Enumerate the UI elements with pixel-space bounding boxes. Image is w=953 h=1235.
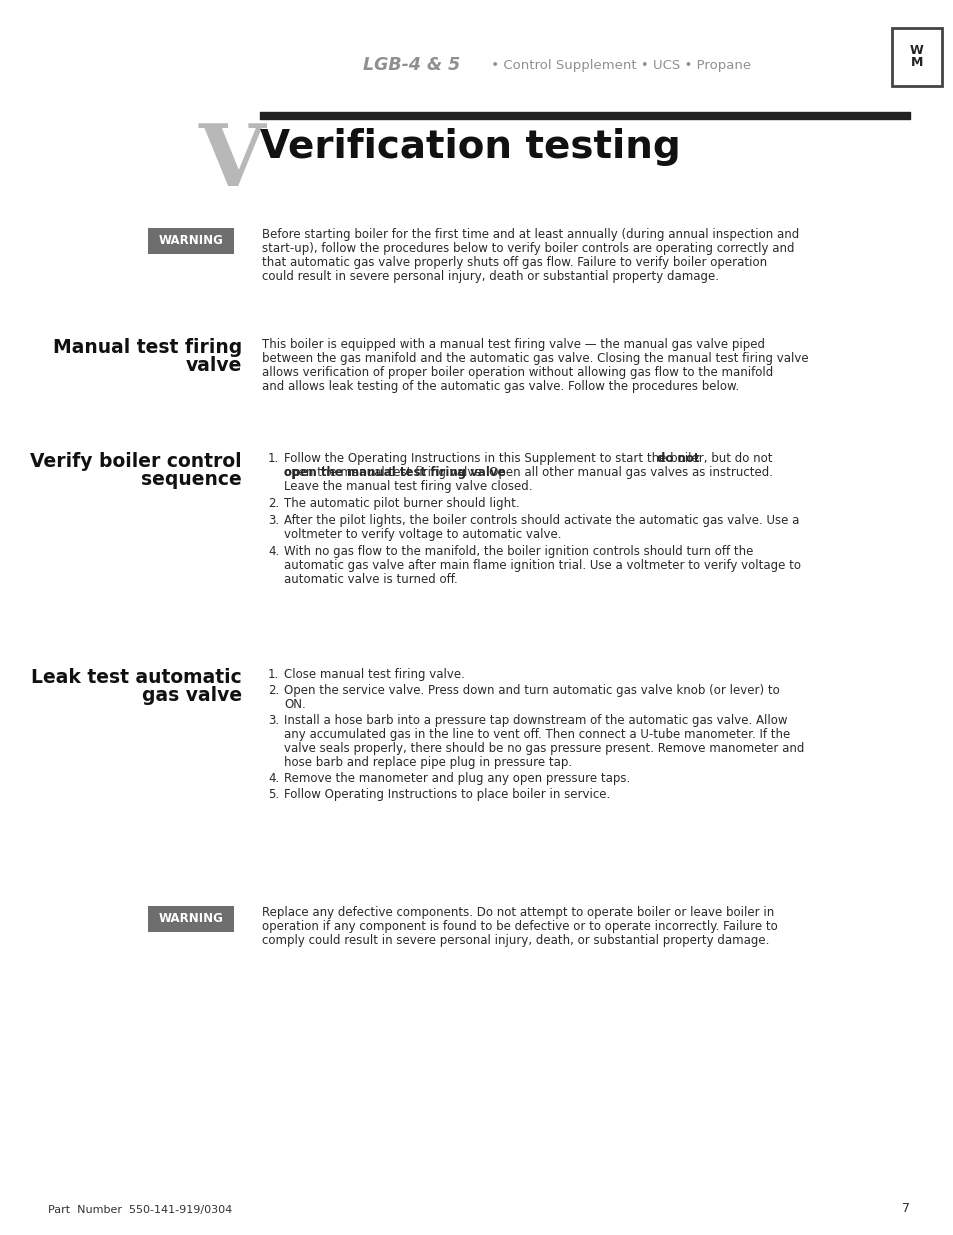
Text: 3.: 3. xyxy=(268,714,279,727)
Text: automatic valve is turned off.: automatic valve is turned off. xyxy=(284,573,457,585)
Text: After the pilot lights, the boiler controls should activate the automatic gas va: After the pilot lights, the boiler contr… xyxy=(284,514,799,527)
Text: WARNING: WARNING xyxy=(158,235,223,247)
Text: LGB-4 & 5: LGB-4 & 5 xyxy=(363,56,459,74)
Text: 2.: 2. xyxy=(268,684,279,697)
Text: open the manual test firing valve. Open all other manual gas valves as instructe: open the manual test firing valve. Open … xyxy=(284,466,772,479)
Text: 4.: 4. xyxy=(268,772,279,785)
Text: 7: 7 xyxy=(901,1202,909,1215)
Text: Verify boiler control: Verify boiler control xyxy=(30,452,242,471)
Text: automatic gas valve after main flame ignition trial. Use a voltmeter to verify v: automatic gas valve after main flame ign… xyxy=(284,559,801,572)
Text: • Control Supplement • UCS • Propane: • Control Supplement • UCS • Propane xyxy=(486,58,750,72)
Text: operation if any component is found to be defective or to operate incorrectly. F: operation if any component is found to b… xyxy=(262,920,777,932)
Text: WARNING: WARNING xyxy=(158,913,223,925)
Text: Open the service valve. Press down and turn automatic gas valve knob (or lever) : Open the service valve. Press down and t… xyxy=(284,684,779,697)
Text: could result in severe personal injury, death or substantial property damage.: could result in severe personal injury, … xyxy=(262,270,719,283)
Text: With no gas flow to the manifold, the boiler ignition controls should turn off t: With no gas flow to the manifold, the bo… xyxy=(284,545,753,558)
Text: Part  Number  550-141-919/0304: Part Number 550-141-919/0304 xyxy=(48,1205,232,1215)
Text: 4.: 4. xyxy=(268,545,279,558)
Text: comply could result in severe personal injury, death, or substantial property da: comply could result in severe personal i… xyxy=(262,934,768,947)
Text: hose barb and replace pipe plug in pressure tap.: hose barb and replace pipe plug in press… xyxy=(284,756,572,769)
Text: Leave the manual test firing valve closed.: Leave the manual test firing valve close… xyxy=(284,480,532,493)
Text: voltmeter to verify voltage to automatic valve.: voltmeter to verify voltage to automatic… xyxy=(284,529,561,541)
Text: Follow the Operating Instructions in this Supplement to start the boiler, but do: Follow the Operating Instructions in thi… xyxy=(284,452,772,466)
Text: do not: do not xyxy=(657,452,699,466)
Text: W
M: W M xyxy=(909,44,923,69)
Bar xyxy=(891,28,941,86)
Text: ON.: ON. xyxy=(284,698,305,711)
Text: The automatic pilot burner should light.: The automatic pilot burner should light. xyxy=(284,496,519,510)
Text: valve: valve xyxy=(186,356,242,375)
Text: 1.: 1. xyxy=(268,452,279,466)
Text: Before starting boiler for the first time and at least annually (during annual i: Before starting boiler for the first tim… xyxy=(262,228,799,241)
Text: Verification testing: Verification testing xyxy=(260,128,680,165)
Text: 3.: 3. xyxy=(268,514,279,527)
Text: Follow Operating Instructions to place boiler in service.: Follow Operating Instructions to place b… xyxy=(284,788,610,802)
Text: allows verification of proper boiler operation without allowing gas flow to the : allows verification of proper boiler ope… xyxy=(262,366,773,379)
Bar xyxy=(148,906,233,932)
Bar xyxy=(148,228,233,254)
Text: Install a hose barb into a pressure tap downstream of the automatic gas valve. A: Install a hose barb into a pressure tap … xyxy=(284,714,786,727)
Text: 5.: 5. xyxy=(268,788,279,802)
Text: Leak test automatic: Leak test automatic xyxy=(31,668,242,687)
Text: sequence: sequence xyxy=(141,471,242,489)
Text: This boiler is equipped with a manual test firing valve — the manual gas valve p: This boiler is equipped with a manual te… xyxy=(262,338,764,351)
Text: valve seals properly, there should be no gas pressure present. Remove manometer : valve seals properly, there should be no… xyxy=(284,742,803,755)
Text: 2.: 2. xyxy=(268,496,279,510)
Text: Close manual test firing valve.: Close manual test firing valve. xyxy=(284,668,464,680)
Text: and allows leak testing of the automatic gas valve. Follow the procedures below.: and allows leak testing of the automatic… xyxy=(262,380,739,393)
Text: that automatic gas valve properly shuts off gas flow. Failure to verify boiler o: that automatic gas valve properly shuts … xyxy=(262,256,766,269)
Text: 1.: 1. xyxy=(268,668,279,680)
Text: open the manual test firing valve: open the manual test firing valve xyxy=(284,466,505,479)
Text: Replace any defective components. Do not attempt to operate boiler or leave boil: Replace any defective components. Do not… xyxy=(262,906,774,919)
Text: between the gas manifold and the automatic gas valve. Closing the manual test fi: between the gas manifold and the automat… xyxy=(262,352,808,366)
Text: Manual test firing: Manual test firing xyxy=(52,338,242,357)
Text: gas valve: gas valve xyxy=(142,685,242,705)
Text: any accumulated gas in the line to vent off. Then connect a U-tube manometer. If: any accumulated gas in the line to vent … xyxy=(284,727,789,741)
Text: start-up), follow the procedures below to verify boiler controls are operating c: start-up), follow the procedures below t… xyxy=(262,242,794,254)
Text: V: V xyxy=(198,120,265,204)
Text: Remove the manometer and plug any open pressure taps.: Remove the manometer and plug any open p… xyxy=(284,772,630,785)
